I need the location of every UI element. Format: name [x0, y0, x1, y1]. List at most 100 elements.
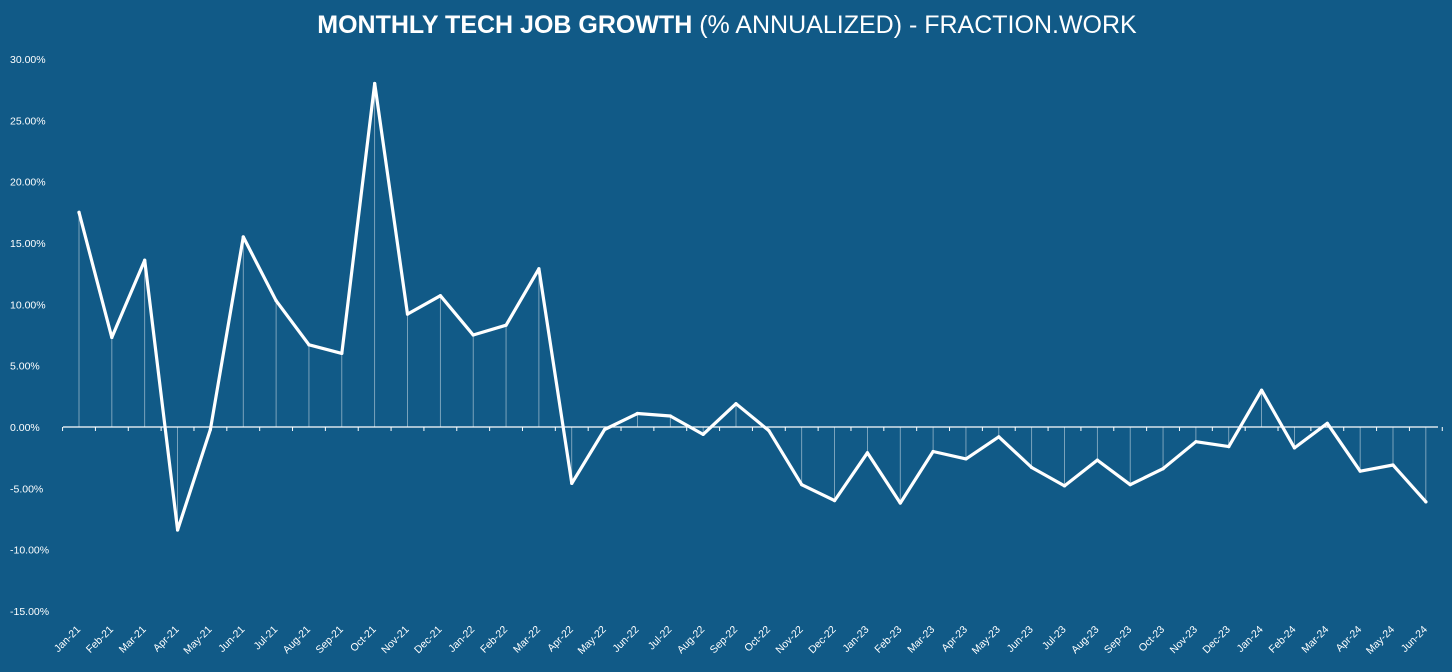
- series-group: [77, 81, 1428, 532]
- data-point: [1325, 421, 1329, 425]
- x-tick-label: Jan-23: [840, 624, 871, 655]
- x-tick-label: Mar-21: [117, 624, 149, 656]
- data-point: [635, 411, 640, 416]
- data-point: [1260, 388, 1264, 392]
- data-point: [1227, 445, 1231, 449]
- data-point: [208, 427, 212, 432]
- data-point: [471, 333, 475, 337]
- data-point: [405, 312, 410, 316]
- x-tick-label: Jun-21: [216, 624, 247, 655]
- data-point: [734, 402, 738, 406]
- data-point: [1391, 463, 1395, 467]
- x-tick-label: Jul-22: [646, 624, 675, 653]
- series-line: [77, 81, 1428, 532]
- x-axis: Jan-21 Feb-21 Mar-21 Apr-21 May-21 Jun-21 Jul-…: [52, 426, 1443, 657]
- data-point: [1095, 458, 1099, 462]
- x-tick-label: May-21: [181, 624, 214, 657]
- data-point: [964, 457, 968, 461]
- x-tick-label: Aug-21: [281, 624, 314, 657]
- data-point: [898, 501, 902, 505]
- y-tick-label: 5.00%: [10, 361, 40, 373]
- x-tick-label: Jan-21: [52, 624, 83, 655]
- data-point: [997, 435, 1001, 439]
- x-tick-label: Oct-22: [742, 624, 773, 655]
- x-tick-label: Jul-23: [1040, 624, 1069, 653]
- data-point: [274, 299, 278, 303]
- x-tick-label: Jul-21: [252, 624, 281, 653]
- data-point: [767, 429, 771, 433]
- y-tick-label: 15.00%: [10, 238, 46, 250]
- x-tick-label: Nov-21: [379, 624, 412, 657]
- chart-title-bold: MONTHLY TECH JOB GROWTH: [317, 11, 692, 39]
- x-tick-label: Apr-24: [1334, 624, 1365, 655]
- x-tick-label: Nov-22: [773, 624, 806, 657]
- chart-title-rest: (% ANNUALIZED) - FRACTION.WORK: [692, 11, 1137, 39]
- x-tick-label: Dec-21: [412, 624, 445, 657]
- x-tick-label: Jan-24: [1235, 624, 1266, 655]
- y-tick-label: -10.00%: [10, 545, 49, 557]
- y-tick-label: -5.00%: [10, 483, 43, 495]
- x-tick-label: Sep-22: [708, 624, 741, 657]
- data-point: [504, 323, 508, 327]
- x-tick-label: Feb-21: [84, 624, 116, 656]
- x-tick-label: Nov-23: [1168, 624, 1201, 657]
- x-tick-label: May-24: [1364, 624, 1397, 657]
- x-tick-label: Mar-24: [1299, 624, 1331, 656]
- x-tick-label: May-22: [575, 624, 608, 657]
- y-tick-label: 25.00%: [10, 115, 46, 127]
- data-point: [537, 267, 541, 271]
- x-tick-label: Mar-22: [511, 624, 543, 656]
- data-point: [865, 451, 870, 455]
- x-tick-label: Jun-24: [1399, 624, 1430, 655]
- x-tick-label: Apr-23: [939, 624, 970, 655]
- drop-lines: [78, 83, 1427, 531]
- x-tick-label: Apr-21: [151, 624, 182, 655]
- x-tick-label: Dec-22: [806, 624, 839, 657]
- x-tick-label: Feb-22: [478, 624, 510, 656]
- x-tick-label: Jun-22: [610, 624, 641, 655]
- data-point: [668, 414, 672, 418]
- x-tick-label: Apr-22: [545, 624, 576, 655]
- data-point: [110, 335, 114, 340]
- data-point: [77, 210, 81, 214]
- data-point: [143, 258, 147, 262]
- y-tick-label: 0.00%: [10, 422, 40, 434]
- y-axis: 30.00% 25.00% 20.00% 15.00% 10.00% 5.00% 0.00%…: [10, 54, 49, 618]
- data-point: [175, 528, 180, 532]
- x-tick-label: Mar-23: [905, 624, 937, 656]
- x-tick-label: Sep-23: [1102, 624, 1135, 657]
- data-point: [1128, 483, 1132, 487]
- chart-title: MONTHLY TECH JOB GROWTH (% ANNUALIZED) -…: [317, 11, 1137, 39]
- data-point: [241, 235, 245, 239]
- data-point: [1030, 465, 1034, 470]
- data-point: [1358, 469, 1362, 473]
- data-point: [832, 499, 837, 503]
- x-tick-label: Oct-23: [1136, 624, 1167, 655]
- data-point: [1424, 500, 1428, 504]
- data-point: [340, 351, 344, 355]
- x-tick-label: May-23: [970, 624, 1003, 657]
- y-tick-label: 30.00%: [10, 54, 46, 66]
- data-point: [800, 483, 804, 487]
- data-point: [570, 481, 574, 486]
- y-tick-label: -15.00%: [10, 606, 49, 618]
- y-tick-label: 10.00%: [10, 299, 46, 311]
- data-point: [603, 427, 607, 432]
- x-tick-label: Aug-22: [675, 624, 708, 657]
- x-tick-label: Oct-21: [348, 624, 379, 655]
- y-tick-label: 20.00%: [10, 177, 46, 189]
- x-tick-label: Aug-23: [1069, 624, 1102, 657]
- x-tick-label: Dec-23: [1200, 624, 1233, 657]
- x-tick-label: Feb-23: [872, 624, 904, 656]
- data-point: [1292, 446, 1297, 450]
- data-point: [1062, 484, 1067, 488]
- x-tick-label: Jan-22: [446, 624, 477, 655]
- x-tick-label: Jun-23: [1005, 624, 1036, 655]
- data-point: [373, 81, 377, 86]
- data-point: [1161, 467, 1165, 471]
- data-point: [701, 432, 705, 436]
- x-tick-label: Feb-24: [1267, 624, 1299, 656]
- data-point: [931, 449, 935, 454]
